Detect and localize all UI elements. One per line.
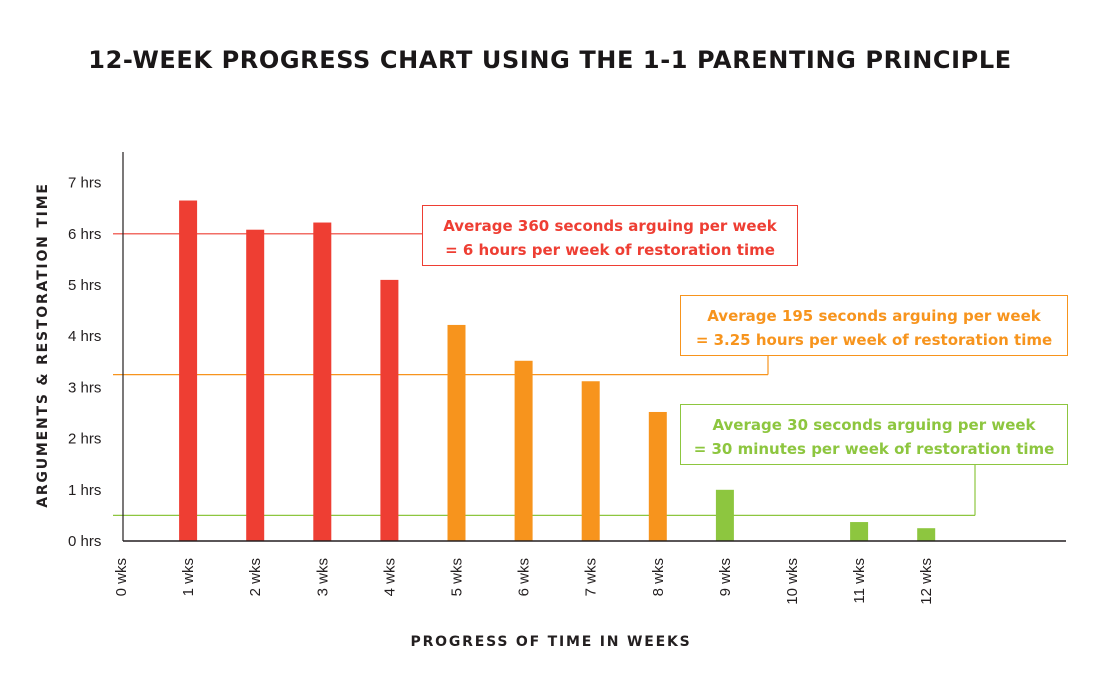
y-tick-label: 5 hrs [68, 277, 101, 294]
x-tick-label: 7 wks [583, 558, 600, 596]
bar-8-wks [648, 411, 667, 541]
bar-6-wks [514, 360, 533, 541]
y-tick-label: 0 hrs [68, 533, 101, 550]
x-tick-label: 3 wks [314, 558, 331, 596]
chart-title: 12-WEEK PROGRESS CHART USING THE 1-1 PAR… [88, 46, 1012, 74]
x-tick-labels: 0 wks 1 wks 2 wks 3 wks 4 wks 5 wks 6 wks 7 wks… [113, 558, 935, 605]
bar-11-wks [850, 522, 869, 541]
annotation-green-average: Average 30 seconds arguing per week = 30… [680, 404, 1068, 465]
y-axis-label: ARGUMENTS & RESTORATION TIME [35, 182, 51, 508]
x-tick-label: 1 wks [180, 558, 197, 596]
bar-2-wks [246, 229, 265, 542]
bar-9-wks [715, 489, 734, 541]
x-tick-label: 5 wks [449, 558, 466, 596]
y-tick-label: 7 hrs [68, 175, 101, 192]
annotation-line-2: = 30 minutes per week of restoration tim… [693, 440, 1055, 458]
bar-5-wks [447, 324, 466, 541]
annotation-line-2: = 6 hours per week of restoration time [445, 241, 775, 259]
x-axis-label: PROGRESS OF TIME IN WEEKS [411, 634, 692, 650]
x-tick-label: 10 wks [784, 558, 801, 605]
bar-3-wks [313, 222, 332, 541]
x-tick-label: 8 wks [650, 558, 667, 596]
reference-lines [113, 233, 976, 517]
y-tick-label: 3 hrs [68, 379, 101, 396]
y-tick-label: 6 hrs [68, 226, 101, 243]
annotation-red-average: Average 360 seconds arguing per week = 6… [422, 205, 798, 266]
annotation-line-1: Average 360 seconds arguing per week [443, 217, 777, 235]
bar-1-wks [179, 200, 198, 541]
y-tick-labels: 0 hrs 1 hrs 2 hrs 3 hrs 4 hrs 5 hrs 6 hrs 7 hrs [68, 175, 101, 550]
x-tick-label: 11 wks [851, 558, 868, 604]
y-tick-label: 4 hrs [68, 328, 101, 345]
annotation-line-1: Average 195 seconds arguing per week [707, 307, 1041, 325]
x-tick-label: 9 wks [717, 558, 734, 596]
bar-7-wks [581, 381, 600, 541]
x-tick-label: 6 wks [516, 558, 533, 596]
bar-12-wks [917, 528, 936, 541]
annotation-orange-average: Average 195 seconds arguing per week = 3… [680, 295, 1068, 356]
y-tick-label: 2 hrs [68, 431, 101, 448]
x-tick-label: 2 wks [247, 558, 264, 596]
bar-4-wks [380, 279, 399, 541]
x-tick-label: 0 wks [113, 558, 130, 596]
x-tick-label: 4 wks [381, 558, 398, 596]
annotation-line-1: Average 30 seconds arguing per week [712, 416, 1036, 434]
bars [179, 200, 936, 542]
x-tick-label: 12 wks [918, 558, 935, 605]
annotation-line-2: = 3.25 hours per week of restoration tim… [695, 331, 1053, 349]
y-tick-label: 1 hrs [68, 482, 101, 499]
